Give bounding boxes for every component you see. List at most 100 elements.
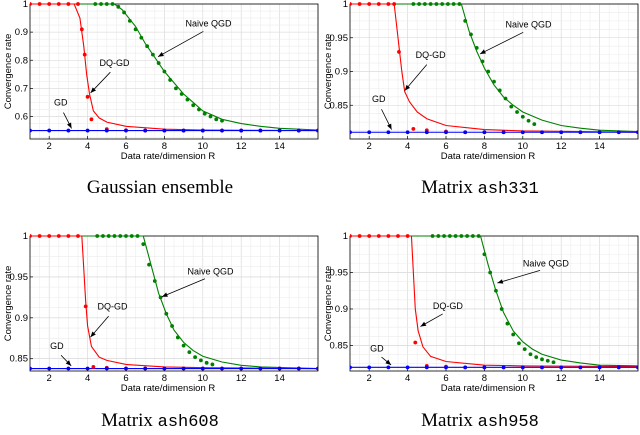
x-tick-label: 12	[236, 373, 247, 384]
data-point-dq-gd	[350, 2, 352, 6]
data-point-gd	[220, 366, 224, 371]
chart-matrix-ash958: 2 4 6 8 10 12 14 0.85 0.9 0.95 1 Data rate/dimensio…	[323, 231, 639, 394]
annotation: DQ-GD	[90, 302, 128, 338]
annotation-arrowhead	[90, 331, 96, 338]
x-axis-label: Data rate/dimension R	[441, 383, 536, 394]
x-axis-label: Data rate/dimension R	[121, 383, 216, 394]
y-tick-label: 0.7	[15, 83, 28, 94]
data-point-dq-gd	[413, 340, 418, 345]
data-point-gd	[30, 128, 32, 133]
data-point-naive-qgd	[204, 360, 209, 365]
data-point-gd	[124, 128, 128, 133]
caption-matrix-name: ash608	[157, 413, 219, 432]
annotation: DQ-GD	[420, 301, 463, 327]
series-line-dq-gd	[350, 3, 638, 133]
data-point-naive-qgd	[526, 118, 531, 123]
annotation: Naive QGD	[161, 266, 234, 298]
data-point-gd	[162, 366, 167, 371]
x-tick-label: 10	[518, 373, 529, 384]
data-point-dq-gd	[66, 234, 71, 238]
data-point-naive-qgd	[417, 2, 422, 6]
data-point-naive-qgd	[503, 96, 508, 101]
x-tick-label: 14	[274, 373, 285, 384]
data-point-naive-qgd	[152, 279, 157, 283]
data-point-naive-qgd	[197, 107, 201, 112]
y-tick-label: 0.9	[335, 67, 348, 78]
x-axis-label: Data rate/dimension R	[121, 151, 216, 162]
data-point-gd	[444, 365, 448, 370]
data-layer	[350, 234, 638, 370]
data-point-dq-gd	[56, 234, 61, 238]
data-point-naive-qgd	[93, 2, 98, 6]
data-point-gd	[424, 130, 429, 135]
annotation: GD	[370, 343, 392, 366]
data-point-naive-qgd	[198, 358, 203, 363]
data-point-gd	[444, 130, 448, 135]
data-point-dq-gd	[30, 2, 32, 6]
data-point-gd	[66, 366, 71, 371]
series-line-naive-qgd	[350, 235, 638, 367]
annotation-label: Naive QGD	[186, 19, 233, 29]
data-point-gd	[616, 130, 621, 135]
data-point-naive-qgd	[150, 52, 155, 57]
annotation-arrowhead	[65, 360, 72, 366]
data-layer	[350, 2, 638, 135]
data-point-naive-qgd	[434, 2, 439, 6]
x-tick-label: 6	[443, 373, 448, 384]
data-point-dq-gd	[76, 2, 80, 6]
annotation-arrowhead	[404, 84, 411, 91]
data-point-naive-qgd	[170, 324, 174, 328]
data-point-gd	[296, 366, 301, 371]
data-point-naive-qgd	[463, 18, 468, 23]
plot-frame	[349, 235, 639, 372]
data-point-naive-qgd	[480, 59, 485, 64]
x-tick-label: 2	[367, 141, 372, 152]
data-point-gd	[578, 130, 583, 135]
annotation: GD	[54, 97, 72, 129]
plot-frame	[29, 235, 319, 372]
annotation: GD	[372, 94, 392, 130]
data-point-naive-qgd	[158, 295, 163, 300]
data-point-naive-qgd	[451, 2, 456, 6]
annotation-label: GD	[372, 94, 386, 104]
data-point-naive-qgd	[488, 270, 493, 275]
data-point-dq-gd	[396, 234, 400, 238]
annotation-label: GD	[50, 341, 64, 351]
data-point-naive-qgd	[112, 234, 117, 238]
data-point-dq-gd	[350, 234, 352, 238]
data-point-naive-qgd	[135, 234, 140, 238]
caption-prefix: Matrix	[421, 177, 473, 198]
data-point-naive-qgd	[210, 362, 215, 367]
x-tick-label: 10	[198, 373, 209, 384]
data-point-gd	[405, 365, 410, 370]
data-point-naive-qgd	[124, 234, 128, 238]
data-point-naive-qgd	[139, 35, 144, 40]
data-point-gd	[162, 128, 167, 133]
x-tick-label: 12	[556, 141, 567, 152]
data-point-gd	[424, 365, 429, 370]
annotation-arrowhead	[420, 321, 427, 327]
data-point-gd	[143, 128, 148, 133]
data-point-gd	[636, 365, 638, 370]
data-point-naive-qgd	[446, 2, 450, 6]
annotation: Naive QGD	[157, 19, 233, 58]
x-tick-label: 6	[443, 141, 448, 152]
chart-matrix-ash608: 2 4 6 8 10 12 14 0.85 0.9 0.95 1 Data rate/dimensio…	[3, 231, 319, 394]
data-point-gd	[277, 128, 282, 133]
caption-matrix-name: ash958	[477, 413, 539, 432]
data-point-naive-qgd	[457, 2, 462, 6]
data-point-dq-gd	[367, 234, 372, 238]
data-point-dq-gd	[47, 234, 52, 238]
data-point-gd	[520, 130, 525, 135]
data-point-gd	[636, 130, 638, 135]
annotation-label: DQ-GD	[416, 50, 446, 60]
data-point-dq-gd	[376, 234, 381, 238]
data-point-dq-gd	[47, 2, 52, 6]
data-point-naive-qgd	[185, 97, 190, 102]
x-tick-label: 2	[47, 373, 52, 384]
data-point-gd	[85, 128, 90, 133]
data-point-naive-qgd	[214, 117, 219, 122]
annotation-arrowhead	[479, 49, 486, 54]
x-axis-label: Data rate/dimension R	[441, 151, 536, 162]
data-point-naive-qgd	[474, 45, 479, 50]
